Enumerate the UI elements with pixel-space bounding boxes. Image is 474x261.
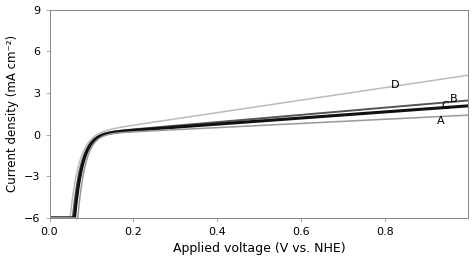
Text: C: C xyxy=(441,101,449,111)
Text: A: A xyxy=(438,116,445,126)
X-axis label: Applied voltage (V vs. NHE): Applied voltage (V vs. NHE) xyxy=(173,242,345,256)
Text: B: B xyxy=(450,94,457,104)
Y-axis label: Current density (mA cm⁻²): Current density (mA cm⁻²) xyxy=(6,35,18,192)
Text: D: D xyxy=(391,80,400,90)
